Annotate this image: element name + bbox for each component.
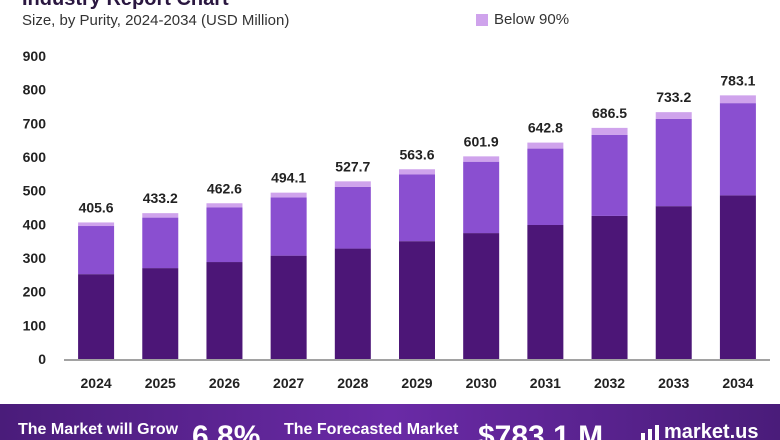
legend: Below 90% bbox=[476, 11, 569, 28]
legend-swatch bbox=[476, 13, 488, 26]
bar-segment bbox=[399, 241, 435, 359]
bar-segment bbox=[719, 95, 756, 104]
x-tick-label: 2028 bbox=[337, 375, 368, 391]
bar-segment bbox=[206, 203, 243, 208]
y-tick-label: 800 bbox=[23, 82, 47, 98]
bar-total-label: 494.1 bbox=[271, 170, 306, 186]
bar-segment bbox=[206, 207, 243, 263]
bar-total-label: 527.7 bbox=[335, 158, 370, 174]
footer-forecast-text: The Forecasted Market bbox=[284, 421, 459, 438]
bar-total-label: 686.5 bbox=[592, 105, 627, 121]
footer-value: $783.1 M bbox=[478, 420, 604, 440]
bar-segment bbox=[270, 192, 307, 198]
brand-logo: market.us bbox=[640, 421, 759, 440]
y-tick-label: 200 bbox=[23, 284, 47, 300]
bar-total-label: 405.6 bbox=[79, 199, 114, 215]
y-tick-label: 0 bbox=[38, 351, 46, 367]
bar-segment bbox=[463, 156, 500, 162]
bar-segment bbox=[463, 233, 500, 359]
bar-segment bbox=[270, 255, 307, 359]
legend-label: Below 90% bbox=[494, 11, 570, 28]
x-tick-label: 2025 bbox=[145, 375, 176, 391]
bar-segment bbox=[591, 134, 628, 216]
x-tick-label: 2033 bbox=[658, 375, 689, 391]
y-tick-label: 900 bbox=[23, 48, 47, 64]
y-tick-label: 100 bbox=[23, 317, 47, 333]
x-tick-label: 2034 bbox=[722, 375, 753, 391]
y-tick-label: 300 bbox=[23, 250, 47, 266]
bar-total-label: 783.1 bbox=[720, 72, 755, 88]
bar-segment bbox=[142, 268, 179, 359]
bar-segment bbox=[399, 169, 435, 175]
bar-total-label: 733.2 bbox=[656, 89, 691, 105]
chart-subtitle: Size, by Purity, 2024-2034 (USD Million) bbox=[22, 12, 290, 29]
x-tick-label: 2031 bbox=[530, 375, 561, 391]
bar-segment bbox=[655, 206, 692, 359]
bar-chart: 0 100 200 300 400 500 600 700 800 900 405.6 2024 433… bbox=[23, 48, 770, 391]
brand-name: market.us bbox=[664, 421, 759, 440]
bar-segment bbox=[206, 262, 243, 359]
bar-total-label: 462.6 bbox=[207, 180, 242, 196]
bar-segment bbox=[270, 197, 307, 256]
x-tick-label: 2032 bbox=[594, 375, 625, 391]
bar-segment bbox=[78, 222, 115, 227]
bar-segment bbox=[142, 217, 179, 269]
y-tick-label: 500 bbox=[23, 183, 47, 199]
x-tick-label: 2029 bbox=[401, 375, 432, 391]
brand-bars-icon bbox=[641, 424, 659, 440]
bar-segment bbox=[591, 215, 628, 359]
bar-segment bbox=[527, 148, 564, 226]
bar-segment bbox=[78, 274, 115, 359]
footer-cagr: 6.8% bbox=[192, 420, 261, 440]
y-tick-label: 700 bbox=[23, 115, 47, 131]
footer-banner: The Market will Grow 6.8% The Forecasted… bbox=[0, 404, 780, 440]
bar-segment bbox=[527, 225, 564, 359]
bar-segment bbox=[655, 118, 692, 207]
bar-segment bbox=[399, 174, 435, 242]
bar-segment bbox=[78, 226, 115, 275]
x-tick-label: 2030 bbox=[466, 375, 497, 391]
bar-total-label: 642.8 bbox=[528, 120, 563, 136]
bar-segment bbox=[719, 195, 756, 359]
footer-grow-text: The Market will Grow bbox=[18, 421, 179, 438]
y-tick-label: 600 bbox=[23, 149, 47, 165]
bar-segment bbox=[334, 248, 371, 359]
bar-segment bbox=[719, 103, 756, 196]
x-tick-label: 2024 bbox=[81, 375, 112, 391]
bar-segment bbox=[591, 127, 628, 135]
x-tick-label: 2026 bbox=[209, 375, 240, 391]
bar-total-label: 433.2 bbox=[143, 190, 178, 206]
bar-segment bbox=[334, 186, 371, 249]
bar-segment bbox=[655, 112, 692, 119]
x-tick-label: 2027 bbox=[273, 375, 304, 391]
bar-total-label: 601.9 bbox=[464, 133, 499, 149]
bar-segment bbox=[527, 142, 564, 149]
y-tick-label: 400 bbox=[23, 216, 47, 232]
bar-segment bbox=[142, 213, 179, 218]
bar-segment bbox=[463, 161, 500, 234]
bar-total-label: 563.6 bbox=[399, 146, 434, 162]
chart-title: Industry Report Chart bbox=[22, 0, 229, 11]
bar-segment bbox=[334, 181, 371, 187]
